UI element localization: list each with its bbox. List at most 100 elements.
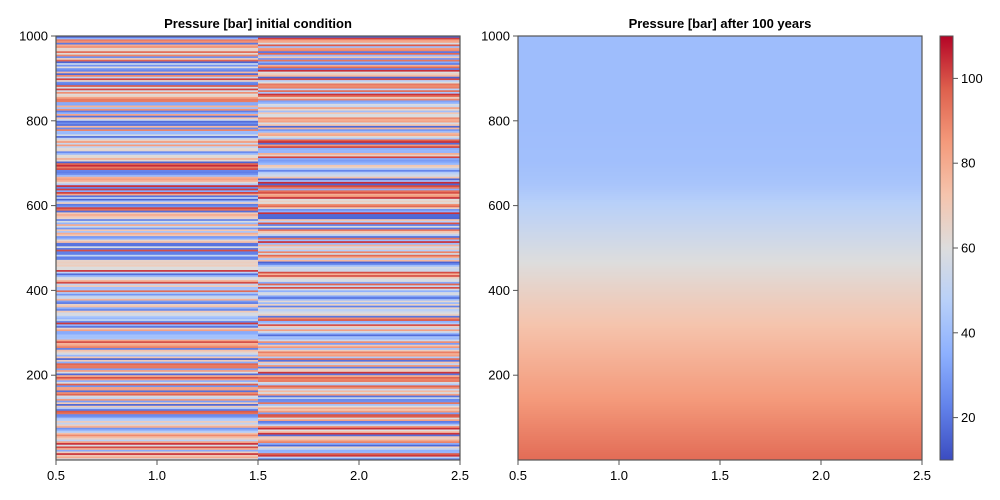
right-heatmap-cell (518, 350, 922, 353)
left-heatmap-cell-col1 (56, 456, 258, 459)
left-heatmap-cell-col1 (56, 173, 258, 176)
right-heatmap-cell (518, 372, 922, 375)
left-heatmap-cell-col1 (56, 346, 258, 349)
right-heatmap-cell (518, 432, 922, 435)
left-heatmap-cell-col2 (258, 97, 460, 100)
left-heatmap-cell-col1 (56, 232, 258, 235)
left-heatmap-cell-col1 (56, 256, 258, 259)
left-heatmap-cell-col2 (258, 114, 460, 117)
left-heatmap-cell-col1 (56, 105, 258, 108)
left-heatmap-cell-col1 (56, 417, 258, 420)
right-heatmap-cell (518, 242, 922, 245)
left-heatmap-cell-col2 (258, 197, 460, 200)
left-heatmap-cell-col2 (258, 93, 460, 96)
right-x-tick-label: 0.5 (509, 468, 527, 483)
right-heatmap-cell (518, 124, 922, 127)
left-heatmap-cell-col1 (56, 83, 258, 86)
left-heatmap-cell-col2 (258, 202, 460, 205)
left-heatmap-cell-col2 (258, 124, 460, 127)
right-heatmap-cell (518, 114, 922, 117)
left-heatmap-cell-col1 (56, 190, 258, 193)
left-x-tick-label: 0.5 (47, 468, 65, 483)
right-heatmap-cell (518, 130, 922, 133)
right-heatmap-cell (518, 108, 922, 111)
left-heatmap-cell-col1 (56, 61, 258, 64)
right-heatmap-cell (518, 246, 922, 249)
left-heatmap-cell-col2 (258, 224, 460, 227)
left-heatmap-cell-col1 (56, 207, 258, 210)
left-heatmap-cell-col2 (258, 86, 460, 89)
left-heatmap-cell-col1 (56, 208, 258, 212)
left-heatmap-cell-col2 (258, 37, 460, 40)
left-heatmap-cell-col2 (258, 305, 460, 308)
left-heatmap-cell-col2 (258, 410, 460, 413)
right-heatmap-cell (518, 182, 922, 185)
left-heatmap-cell-col2 (258, 127, 460, 130)
left-heatmap-cell-col1 (56, 127, 258, 130)
left-heatmap-cell-col2 (258, 298, 460, 301)
right-x-tick-label: 2.5 (913, 468, 931, 483)
left-heatmap-cell-col1 (56, 251, 258, 254)
left-heatmap-cell-col2 (258, 64, 460, 67)
left-heatmap-cell-col1 (56, 426, 258, 429)
left-heatmap-cell-col1 (56, 356, 258, 359)
left-heatmap-cell-col1 (56, 164, 258, 167)
right-heatmap-cell (518, 446, 922, 449)
right-heatmap-cell (518, 358, 922, 361)
left-heatmap-cell-col1 (56, 154, 258, 157)
right-heatmap-cell (518, 146, 922, 149)
right-heatmap-cell (518, 368, 922, 371)
left-heatmap-cell-col1 (56, 392, 258, 395)
right-heatmap-cell (518, 344, 922, 347)
left-heatmap-cell-col1 (56, 153, 258, 156)
left-heatmap-cell-col2 (258, 263, 460, 266)
right-heatmap-cell (518, 406, 922, 409)
right-heatmap-cell (518, 88, 922, 91)
left-heatmap-cell-col2 (258, 207, 460, 210)
left-heatmap-cell-col1 (56, 80, 258, 83)
left-heatmap-cell-col2 (258, 315, 460, 318)
right-heatmap-cell (518, 334, 922, 337)
left-heatmap-cell-col1 (56, 217, 258, 220)
left-heatmap-cell-col2 (258, 171, 460, 174)
left-heatmap-cell-col1 (56, 404, 258, 407)
left-heatmap-cell-col2 (258, 193, 460, 196)
right-heatmap-cell (518, 116, 922, 119)
left-heatmap-cell-col1 (56, 310, 258, 313)
right-heatmap-cell (518, 412, 922, 415)
colorbar-tick-label: 20 (961, 410, 975, 425)
left-heatmap (56, 36, 460, 461)
right-heatmap-cell (518, 454, 922, 457)
right-heatmap-cell (518, 374, 922, 377)
left-heatmap-cell-col2 (258, 212, 460, 215)
left-heatmap-cell-col1 (56, 288, 258, 291)
left-heatmap-cell-col2 (258, 359, 460, 363)
left-heatmap-cell-col2 (258, 273, 460, 276)
left-heatmap-cell-col1 (56, 297, 258, 300)
left-heatmap-cell-col1 (56, 448, 258, 451)
left-heatmap-cell-col1 (56, 342, 258, 346)
left-heatmap-cell-col2 (258, 292, 460, 295)
left-heatmap-cell-col2 (258, 368, 460, 371)
left-heatmap-cell-col2 (258, 443, 460, 446)
left-heatmap-cell-col1 (56, 81, 258, 84)
right-chart-title: Pressure [bar] after 100 years (629, 16, 812, 31)
right-heatmap-cell (518, 388, 922, 391)
left-heatmap-cell-col2 (258, 117, 460, 120)
left-heatmap-cell-col2 (258, 290, 460, 293)
left-heatmap-cell-col2 (258, 75, 460, 78)
left-heatmap-cell-col1 (56, 171, 258, 174)
right-heatmap-cell (518, 254, 922, 257)
left-heatmap-cell-col2 (258, 288, 460, 291)
left-heatmap-cell-col2 (258, 334, 460, 337)
left-heatmap-cell-col2 (258, 331, 460, 334)
left-heatmap-cell-col2 (258, 253, 460, 256)
left-heatmap-cell-col2 (258, 137, 460, 140)
left-heatmap-cell-col1 (56, 410, 258, 413)
left-heatmap-cell-col1 (56, 305, 258, 308)
right-heatmap-cell (518, 404, 922, 407)
right-heatmap-cell (518, 176, 922, 179)
right-heatmap-cell (518, 264, 922, 267)
left-heatmap-cell-col2 (258, 312, 460, 315)
right-heatmap-cell (518, 152, 922, 155)
